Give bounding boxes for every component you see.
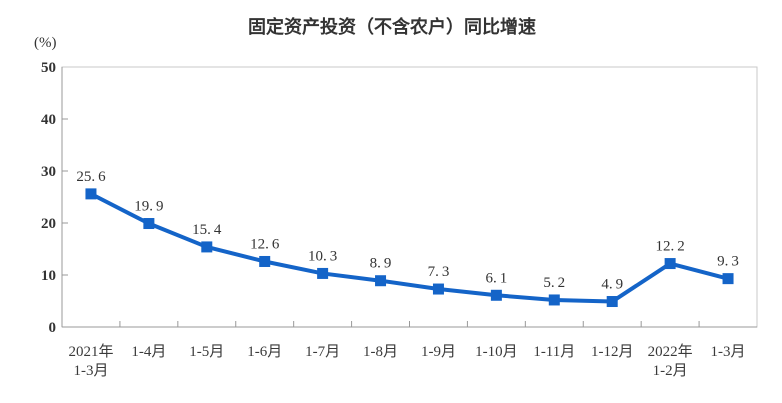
data-point-label: 12. 2 <box>655 239 684 255</box>
data-point-marker <box>606 296 618 308</box>
data-point-marker <box>375 275 387 287</box>
x-category-label: 1-8月 <box>363 344 398 360</box>
plot-frame <box>61 66 758 328</box>
data-point-marker <box>432 283 444 295</box>
x-category-label: 1-12月 <box>591 344 634 360</box>
data-point-label: 25. 6 <box>76 169 106 185</box>
y-tick-label: 10 <box>41 268 56 284</box>
data-series <box>85 188 734 308</box>
y-tick-label: 0 <box>49 320 57 336</box>
plot-border <box>61 66 758 328</box>
data-point-marker <box>259 255 271 267</box>
data-point-label: 15. 4 <box>192 222 222 238</box>
data-point-marker <box>548 294 560 306</box>
data-point-label: 6. 1 <box>485 270 507 286</box>
x-category-label: 1-4月 <box>131 344 166 360</box>
x-axis-ticks <box>119 321 700 327</box>
data-point-label: 5. 2 <box>543 275 565 291</box>
x-category-label: 1-9月 <box>421 344 456 360</box>
data-point-marker <box>85 188 97 200</box>
y-tick-label: 20 <box>41 216 56 232</box>
data-point-label: 19. 9 <box>134 199 163 215</box>
chart-title: 固定资产投资（不含农户）同比增速 <box>248 16 536 37</box>
data-point-label: 9. 3 <box>717 254 739 270</box>
x-category-label: 2021年 1-3月 <box>68 343 113 379</box>
data-point-marker <box>664 258 676 270</box>
x-category-label: 1-3月 <box>711 344 746 360</box>
data-point-marker <box>201 241 213 253</box>
x-category-label: 1-10月 <box>475 344 518 360</box>
data-point-label: 12. 6 <box>250 236 280 252</box>
y-tick-label: 50 <box>41 60 56 76</box>
series-line <box>88 191 731 304</box>
data-point-label: 7. 3 <box>428 264 450 280</box>
data-point-label: 10. 3 <box>308 248 337 264</box>
data-point-label: 4. 9 <box>601 277 623 293</box>
data-point-marker <box>317 267 329 279</box>
y-tick-label: 30 <box>41 164 56 180</box>
x-category-label: 1-5月 <box>189 344 224 360</box>
x-category-label: 1-6月 <box>247 344 282 360</box>
x-category-label: 2022年 1-2月 <box>648 343 693 379</box>
y-tick-label: 40 <box>41 112 56 128</box>
y-axis-unit-label: (%) <box>34 35 57 51</box>
x-category-label: 1-7月 <box>305 344 340 360</box>
data-point-marker <box>722 273 734 285</box>
x-axis-labels: 2021年 1-3月 1-4月 1-5月 1-6月 1-7月 1-8月 1-9月 1-10月 1-… <box>68 343 745 379</box>
data-point-marker <box>490 289 502 301</box>
y-axis-ticks: 0 10 20 30 40 50 <box>41 60 68 336</box>
x-category-label: 1-11月 <box>533 344 575 360</box>
data-point-marker <box>143 218 155 230</box>
data-point-labels: 25. 6 19. 9 15. 4 12. 6 10. 3 8. 9 7. 3 6. 1 5. … <box>76 169 739 293</box>
data-point-label: 8. 9 <box>370 256 392 272</box>
